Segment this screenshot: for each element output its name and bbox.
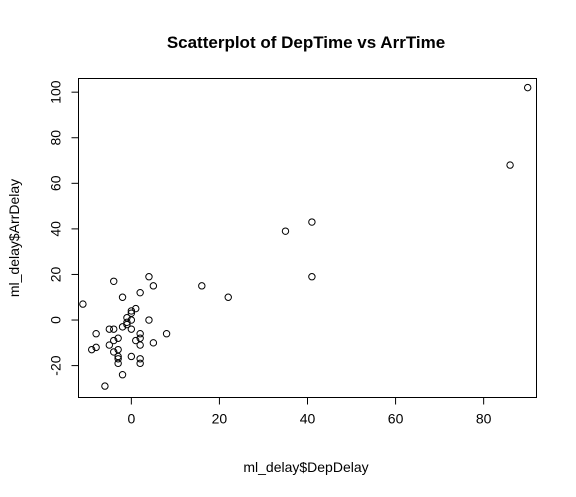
- scatter-point: [308, 218, 316, 226]
- scatter-point: [105, 325, 114, 333]
- scatter-point: [114, 355, 122, 363]
- scatter-point: [118, 293, 127, 301]
- scatter-point: [118, 323, 127, 331]
- plot-frame: [78, 78, 537, 398]
- scatter-point: [136, 341, 144, 349]
- scatter-point: [224, 293, 232, 301]
- y-tick-label: 60: [48, 175, 64, 191]
- x-tick-label: 80: [476, 411, 492, 427]
- scatter-point: [114, 359, 122, 368]
- scatter-point: [506, 161, 514, 169]
- scatter-point: [101, 382, 109, 390]
- y-tick-label: -20: [48, 355, 64, 375]
- y-tick-label: 80: [48, 130, 64, 146]
- scatter-point: [110, 277, 118, 285]
- scatter-point: [281, 227, 290, 235]
- scatter-point: [136, 288, 144, 297]
- scatter-point: [136, 355, 144, 363]
- scatter-point: [149, 339, 158, 347]
- scatter-point: [114, 334, 122, 342]
- y-tick-label: 20: [48, 266, 64, 282]
- scatter-point: [198, 282, 206, 290]
- scatter-point: [92, 330, 100, 338]
- scatter-point: [136, 359, 144, 368]
- chart-title: Scatterplot of DepTime vs ArrTime: [167, 33, 445, 52]
- x-axis-label: ml_delay$DepDelay: [243, 459, 368, 475]
- y-tick-label: 100: [48, 80, 64, 104]
- scatter-point: [79, 300, 87, 308]
- x-tick-label: 0: [127, 411, 135, 427]
- y-tick-label: 40: [48, 221, 64, 237]
- x-axis: 0 20 40 60 80: [127, 397, 492, 427]
- scatter-point: [132, 304, 140, 313]
- scatter-point: [110, 325, 118, 333]
- scatter-point: [110, 336, 118, 345]
- y-axis-label: ml_delay$ArrDelay: [6, 179, 22, 297]
- scatter-point: [92, 343, 100, 352]
- scatter-point: [88, 345, 96, 354]
- x-tick-label: 60: [388, 411, 404, 427]
- scatter-point: [110, 348, 118, 356]
- scatter-point: [127, 352, 136, 361]
- scatter-point: [105, 341, 114, 349]
- scatter-point: [145, 273, 153, 281]
- scatter-point: [149, 282, 158, 290]
- scatter-point: [162, 330, 171, 338]
- data-points: [79, 83, 532, 390]
- scatter-point: [127, 316, 136, 324]
- x-tick-label: 40: [300, 411, 316, 427]
- y-tick-label: 0: [48, 316, 64, 324]
- y-axis: -20 0 20 40 60 80 100: [48, 80, 79, 376]
- scatter-point: [136, 330, 144, 338]
- scatter-point: [523, 83, 532, 92]
- scatter-point: [132, 336, 140, 345]
- x-tick-label: 20: [212, 411, 228, 427]
- scatter-point: [145, 316, 153, 324]
- scatter-point: [123, 314, 131, 322]
- scatter-point: [123, 318, 131, 327]
- scatter-point: [127, 325, 136, 333]
- scatter-point: [118, 371, 127, 379]
- scatter-point: [127, 307, 136, 315]
- scatter-point: [308, 273, 316, 281]
